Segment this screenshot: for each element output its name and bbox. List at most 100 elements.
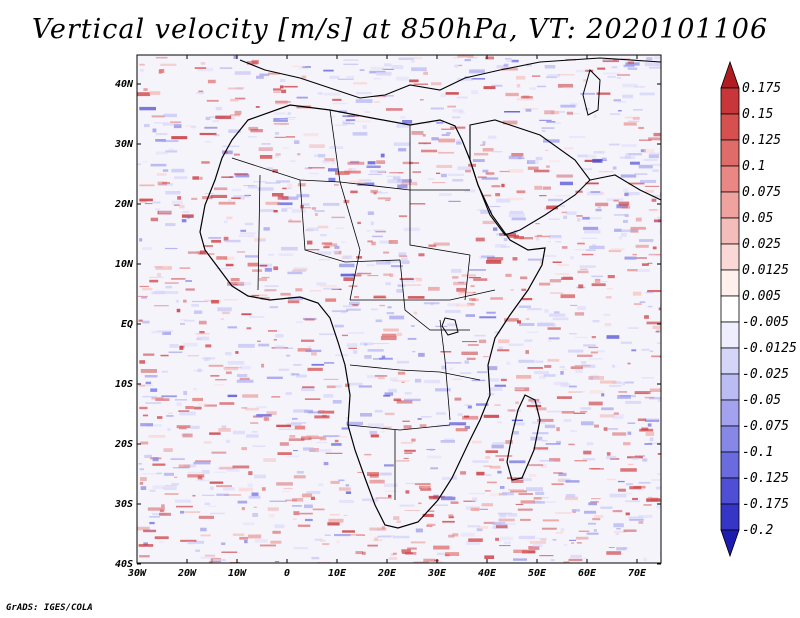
- velocity-cell: [522, 550, 536, 554]
- velocity-cell: [169, 344, 179, 348]
- velocity-cell: [574, 312, 585, 316]
- velocity-cell: [286, 354, 291, 357]
- lat-label: 20S: [114, 439, 133, 450]
- velocity-cell: [649, 209, 658, 211]
- velocity-cell: [651, 478, 661, 481]
- velocity-cell: [195, 460, 211, 463]
- velocity-cell: [372, 235, 383, 238]
- velocity-cell: [624, 192, 629, 197]
- velocity-cell: [266, 376, 283, 379]
- velocity-cell: [452, 475, 457, 479]
- velocity-cell: [219, 466, 233, 470]
- velocity-cell: [618, 391, 628, 393]
- velocity-cell: [618, 236, 623, 240]
- velocity-cell: [544, 149, 549, 151]
- velocity-cell: [254, 539, 268, 543]
- velocity-cell: [648, 253, 661, 256]
- velocity-cell: [274, 524, 285, 529]
- velocity-cell: [214, 187, 228, 191]
- velocity-cell: [331, 160, 336, 165]
- velocity-cell: [384, 464, 394, 467]
- velocity-cell: [251, 431, 258, 433]
- velocity-cell: [376, 528, 385, 531]
- velocity-cell: [527, 160, 536, 164]
- velocity-cell: [263, 227, 270, 231]
- velocity-cell: [660, 93, 661, 96]
- velocity-cell: [273, 112, 286, 115]
- velocity-cell: [334, 385, 342, 388]
- velocity-cell: [140, 486, 147, 490]
- velocity-cell: [349, 382, 363, 386]
- velocity-cell: [180, 539, 197, 542]
- velocity-cell: [552, 261, 562, 263]
- map-background: [137, 55, 661, 563]
- lon-label: 10E: [328, 568, 347, 579]
- velocity-cell: [392, 535, 410, 539]
- velocity-cell: [641, 348, 650, 351]
- velocity-cell: [526, 63, 532, 67]
- velocity-cell: [398, 172, 404, 174]
- velocity-cell: [498, 346, 503, 350]
- velocity-cell: [251, 294, 268, 297]
- velocity-cell: [525, 318, 530, 320]
- velocity-cell: [449, 422, 467, 426]
- velocity-cell: [300, 207, 311, 209]
- velocity-cell: [588, 468, 600, 470]
- velocity-cell: [639, 139, 652, 141]
- velocity-cell: [384, 392, 394, 396]
- velocity-cell: [592, 244, 596, 247]
- velocity-cell: [247, 262, 259, 267]
- velocity-cell: [621, 229, 638, 233]
- velocity-cell: [187, 474, 205, 478]
- velocity-cell: [221, 542, 226, 545]
- velocity-cell: [260, 296, 270, 300]
- velocity-cell: [649, 388, 661, 392]
- velocity-cell: [647, 262, 653, 264]
- velocity-cell: [274, 561, 280, 563]
- velocity-cell: [422, 134, 426, 137]
- velocity-cell: [281, 246, 298, 251]
- velocity-cell: [210, 486, 214, 490]
- velocity-cell: [530, 540, 537, 544]
- velocity-cell: [414, 183, 418, 186]
- velocity-cell: [329, 75, 340, 79]
- velocity-cell: [556, 427, 560, 432]
- velocity-cell: [631, 457, 639, 460]
- velocity-cell: [580, 92, 595, 95]
- velocity-cell: [282, 147, 289, 149]
- velocity-cell: [463, 500, 476, 502]
- velocity-cell: [293, 511, 300, 516]
- velocity-cell: [503, 238, 508, 242]
- velocity-cell: [628, 182, 645, 185]
- velocity-cell: [227, 361, 245, 365]
- velocity-cell: [560, 383, 570, 388]
- velocity-cell: [389, 377, 398, 381]
- velocity-cell: [610, 458, 620, 460]
- velocity-cell: [456, 96, 468, 99]
- velocity-cell: [422, 513, 434, 517]
- velocity-cell: [341, 427, 349, 430]
- velocity-cell: [166, 415, 174, 417]
- velocity-cell: [334, 534, 351, 537]
- velocity-cell: [402, 161, 413, 165]
- velocity-cell: [560, 528, 565, 532]
- velocity-cell: [452, 116, 461, 119]
- velocity-cell: [345, 484, 350, 487]
- velocity-cell: [606, 335, 620, 339]
- velocity-cell: [402, 120, 413, 124]
- velocity-cell: [229, 114, 241, 117]
- velocity-cell: [474, 152, 489, 156]
- velocity-cell: [607, 76, 617, 78]
- velocity-cell: [381, 430, 385, 433]
- velocity-cell: [334, 124, 348, 126]
- velocity-cell: [203, 245, 213, 248]
- velocity-cell: [151, 115, 165, 118]
- velocity-cell: [457, 55, 474, 58]
- velocity-cell: [230, 98, 239, 102]
- velocity-cell: [629, 486, 642, 490]
- velocity-cell: [627, 120, 640, 122]
- velocity-cell: [203, 441, 212, 444]
- velocity-cell: [338, 479, 345, 482]
- velocity-cell: [257, 187, 274, 191]
- velocity-cell: [547, 359, 560, 362]
